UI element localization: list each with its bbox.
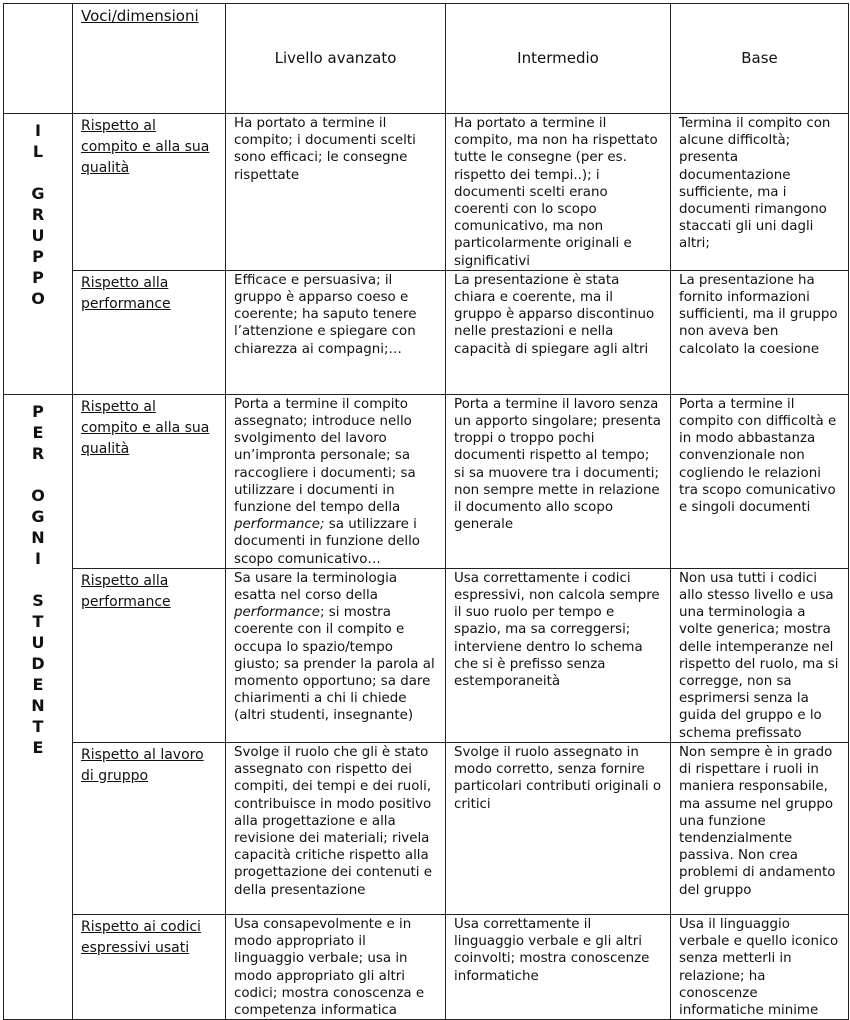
group-letter: E [32, 674, 44, 694]
group-letter: G [31, 506, 45, 526]
group-letter: U [31, 632, 45, 652]
cell-intermedio: Usa correttamente i codici espressivi, n… [445, 567, 671, 743]
dimension-label: Rispetto al lavoro di gruppo [72, 741, 226, 915]
cell-base: Non usa tutti i codici allo stesso livel… [670, 567, 849, 743]
cell-base: Non sempre è in grado di rispettare i ru… [670, 741, 849, 915]
cell-avanzato: Svolge il ruolo che gli è stato assegnat… [225, 741, 446, 915]
group-letter [12, 569, 64, 590]
table-row: Rispetto al lavoro di gruppo Svolge il r… [4, 741, 849, 915]
dimension-label: Rispetto alla performance [72, 269, 226, 395]
italic-text: performance; [234, 517, 325, 533]
cell-avanzato: Porta a termine il compito assegnato; in… [225, 393, 446, 569]
group-letter: O [31, 289, 45, 308]
cell-intermedio: Ha portato a termine il compito, ma non … [445, 113, 671, 271]
dimension-label: Rispetto al compito e alla sua qualità [72, 393, 226, 569]
text: sa utilizzare i documenti in funzione de… [234, 517, 420, 567]
cell-avanzato: Ha portato a termine il compito; i docum… [225, 113, 446, 271]
cell-base: La presentazione ha fornito informazioni… [670, 269, 849, 395]
cell-avanzato: Efficace e persuasiva; il gruppo è appar… [225, 269, 446, 395]
group-letter: N [31, 695, 45, 715]
group-letter [12, 162, 64, 183]
group-letter: N [31, 527, 45, 547]
group-letter: S [32, 590, 44, 610]
rubric-table: Voci/dimensioni Livello avanzato Interme… [3, 3, 849, 1020]
cell-avanzato: Sa usare la terminologia esatta nel cors… [225, 567, 446, 743]
dimension-label: Rispetto alla performance [72, 567, 226, 743]
group-letter: E [32, 737, 44, 757]
table-row: Rispetto ai codici espressivi usati Usa … [4, 913, 849, 1020]
group-letter: I [35, 548, 41, 568]
cell-base: Usa il linguaggio verbale e quello iconi… [670, 913, 849, 1020]
header-avanzato: Livello avanzato [225, 3, 446, 114]
group-letter: R [31, 443, 45, 463]
header-base: Base [670, 3, 849, 114]
group-letter: G [31, 184, 45, 203]
group-letter [12, 464, 64, 485]
group-letter: P [32, 268, 44, 287]
text: Sa usare la terminologia esatta nel cors… [234, 570, 398, 604]
table-row: Rispetto alla performance Sa usare la te… [4, 567, 849, 743]
table-row: Rispetto alla performance Efficace e per… [4, 269, 849, 395]
header-voci: Voci/dimensioni [72, 3, 226, 114]
group-letter: I [35, 121, 41, 140]
cell-intermedio: La presentazione è stata chiara e coeren… [445, 269, 671, 395]
cell-base: Termina il compito con alcune difficoltà… [670, 113, 849, 271]
group-letter: P [32, 247, 44, 266]
text: Porta a termine il compito assegnato; in… [234, 396, 416, 516]
cell-base: Porta a termine il compito con difficolt… [670, 393, 849, 569]
group-letter: T [32, 716, 44, 736]
group-letter: L [32, 142, 44, 161]
header-row: Voci/dimensioni Livello avanzato Interme… [3, 3, 849, 114]
group-letter: E [32, 422, 44, 442]
cell-intermedio: Porta a termine il lavoro senza un appor… [445, 393, 671, 569]
cell-avanzato: Usa consapevolmente e in modo appropriat… [225, 913, 446, 1020]
text: ; si mostra coerente con il compito e oc… [234, 605, 435, 724]
group-letter: T [32, 611, 44, 631]
corner-cell [3, 3, 73, 114]
italic-text: performance [234, 605, 320, 621]
cell-intermedio: Svolge il ruolo assegnato in modo corret… [445, 741, 671, 915]
group-letter: R [31, 205, 45, 224]
dimension-label: Rispetto ai codici espressivi usati [72, 913, 226, 1020]
group-letter: O [31, 485, 45, 505]
cell-intermedio: Usa correttamente il linguaggio verbale … [445, 913, 671, 1020]
group-letter: P [32, 401, 44, 421]
header-intermedio: Intermedio [445, 3, 671, 114]
dimension-label: Rispetto al compito e alla sua qualità [72, 113, 226, 271]
group-letter: U [31, 226, 45, 245]
group-letter: D [31, 653, 45, 673]
